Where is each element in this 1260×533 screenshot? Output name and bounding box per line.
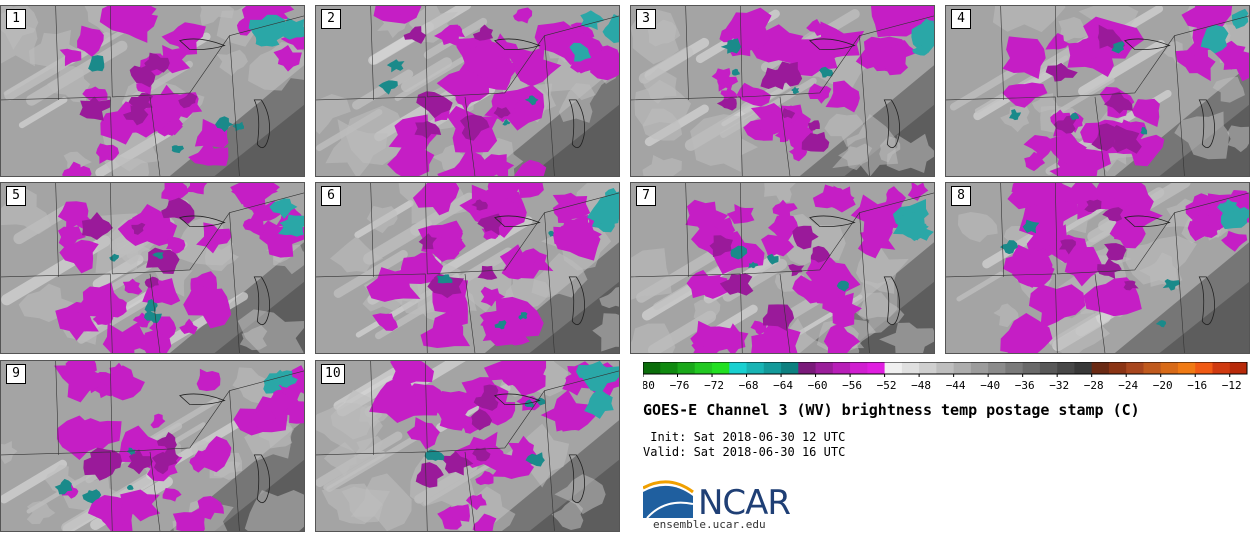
panel-label: 10 [321,364,345,384]
colorbar-swatch [1091,362,1110,374]
colorbar-swatch [763,362,782,374]
colorbar-swatch [1108,362,1127,374]
colorbar-tick-label: −24 [1118,379,1138,392]
colorbar-swatch [660,362,679,374]
colorbar-tick-label: −64 [773,379,793,392]
colorbar-swatch [1039,362,1058,374]
colorbar-tick-label: −32 [1049,379,1069,392]
ncar-logo: NCAR ensemble.ucar.edu [643,476,793,532]
colorbar-tick-label: −48 [911,379,931,392]
colorbar-swatch [798,362,817,374]
water-vapor-map-6 [316,183,619,353]
panel-label: 6 [321,186,341,206]
postage-stamp-panel-5: 5 [0,182,305,354]
colorbar-swatch [1143,362,1162,374]
colorbar-tick-label: −68 [739,379,759,392]
colorbar-tick-label: −28 [1084,379,1104,392]
colorbar-swatch [1057,362,1075,374]
colorbar-swatch [850,362,868,374]
logo-wordmark: NCAR [698,483,791,523]
colorbar-tick-label: −52 [877,379,897,392]
colorbar-svg: −80 −76 −72 −68 −64 −60 −56 −52 −48 −44 −40 −36 −32 −… [643,362,1248,392]
water-vapor-map-2 [316,6,619,176]
colorbar-frame [643,362,1248,375]
colorbar-swatch [1005,362,1024,374]
colorbar-tick-label: −36 [1015,379,1035,392]
colorbar-swatch [746,362,765,374]
panel-label: 3 [636,9,656,29]
water-vapor-map-10 [316,361,619,531]
colorbar-swatch [970,362,989,374]
postage-stamp-panel-10: 10 [315,360,620,532]
panel-label: 5 [6,186,26,206]
panel-label: 8 [951,186,971,206]
panel-label: 7 [636,186,656,206]
figure-title: GOES-E Channel 3 (WV) brightness temp po… [643,401,1140,419]
init-time: Init: Sat 2018-06-30 12 UTC [643,430,846,444]
postage-stamp-panel-9: 9 [0,360,305,532]
colorbar-swatch [884,362,903,374]
colorbar-tick-label: −56 [842,379,862,392]
colorbar-swatch [901,362,920,374]
colorbar-swatch [712,362,730,374]
colorbar-swatch [1177,362,1196,374]
colorbar-swatch [1195,362,1213,374]
colorbar-tick-label: −44 [946,379,966,392]
colorbar-swatch [1074,362,1093,374]
valid-time: Valid: Sat 2018-06-30 16 UTC [643,445,846,459]
postage-stamp-panel-8: 8 [945,182,1250,354]
water-vapor-map-7 [631,183,934,353]
colorbar: −80 −76 −72 −68 −64 −60 −56 −52 −48 −44 −40 −36 −32 −… [643,362,1255,394]
colorbar-swatch [781,362,799,374]
ncar-swoosh-icon [643,480,694,518]
panel-label: 1 [6,9,26,29]
water-vapor-map-1 [1,6,304,176]
colorbar-swatch [1229,362,1248,374]
colorbar-tick-label: −40 [980,379,1000,392]
postage-stamp-panel-3: 3 [630,5,935,177]
colorbar-swatch [1126,362,1144,374]
postage-stamp-panel-2: 2 [315,5,620,177]
panel-label: 4 [951,9,971,29]
logo-url: ensemble.ucar.edu [653,518,766,531]
water-vapor-map-3 [631,6,934,176]
colorbar-swatch [867,362,886,374]
colorbar-swatch [815,362,834,374]
colorbar-swatch [919,362,937,374]
colorbar-swatch [936,362,955,374]
colorbar-swatch [729,362,748,374]
colorbar-tick-label: −16 [1187,379,1207,392]
colorbar-tick-label: −72 [704,379,724,392]
colorbar-swatch [643,362,661,374]
postage-stamp-panel-1: 1 [0,5,305,177]
postage-stamp-panel-4: 4 [945,5,1250,177]
colorbar-tick-label: −80 [643,379,655,392]
water-vapor-map-9 [1,361,304,531]
water-vapor-map-8 [946,183,1249,353]
postage-stamp-panel-6: 6 [315,182,620,354]
panel-label: 2 [321,9,341,29]
colorbar-swatch [677,362,696,374]
colorbar-swatch [1022,362,1041,374]
postage-stamp-panel-7: 7 [630,182,935,354]
colorbar-tick-label: −12 [1222,379,1242,392]
colorbar-swatch [694,362,713,374]
colorbar-swatch [988,362,1006,374]
colorbar-tick-label: −60 [808,379,828,392]
colorbar-swatch [832,362,851,374]
panel-label: 9 [6,364,26,384]
colorbar-swatch [1212,362,1231,374]
water-vapor-map-4 [946,6,1249,176]
colorbar-swatch [1160,362,1179,374]
water-vapor-map-5 [1,183,304,353]
colorbar-tick-label: −76 [670,379,690,392]
colorbar-tick-label: −20 [1153,379,1173,392]
colorbar-swatch [953,362,972,374]
